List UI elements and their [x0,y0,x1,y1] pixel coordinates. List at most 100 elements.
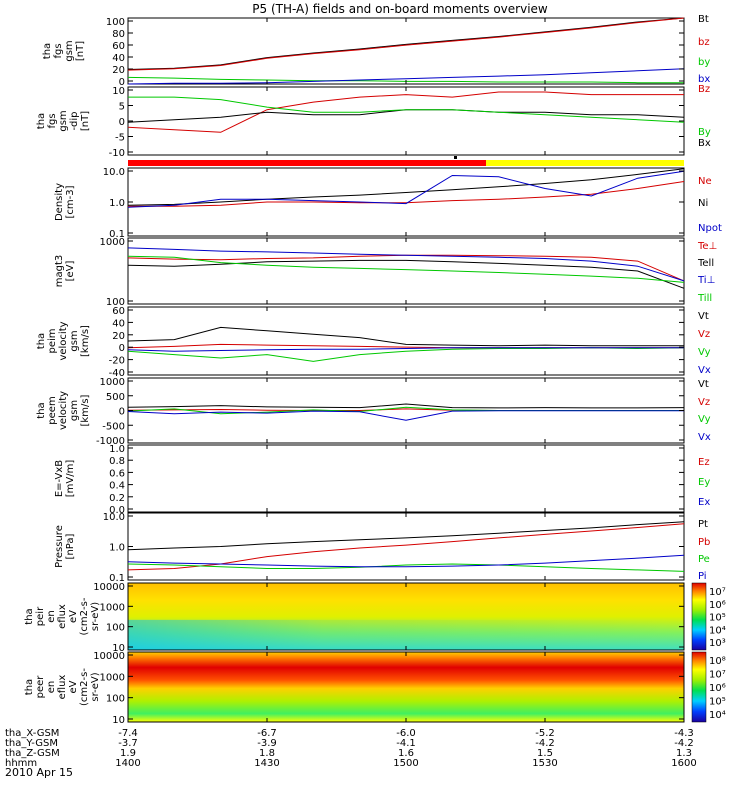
y-tick-label: 0 [119,343,125,354]
y-axis-label: tha [42,43,53,59]
y-axis-label: E=-VxB [54,460,65,497]
y-tick-label: 0.1 [109,573,125,584]
y-axis-label: peim [47,328,58,353]
y-tick-label: -20 [109,356,125,367]
y-axis-label: sr-eV) [90,602,101,631]
y-tick-label: 0.6 [109,468,125,479]
legend-Till: Till [697,293,712,304]
colorbar-label: 10⁷ [709,670,726,681]
panel-density: Ne Ni Npot 10.0 1.0 0.1 Density [cm-3] [54,167,722,240]
series-line-Npot [127,170,685,208]
y-axis-label: peem [47,396,58,424]
legend-Ey: Ey [698,477,710,488]
legend-bz: bz [698,37,710,48]
orbit-value: 1430 [254,758,279,769]
y-axis-label: [mV/m] [65,460,76,498]
mode-bar-yellow [486,160,684,166]
series-line-By [128,96,685,123]
series-line-bx [127,68,685,85]
y-axis-label: [km/s] [80,325,91,357]
y-axis-label: gsm [69,330,80,351]
orbit-value: 1530 [532,758,557,769]
legend-Bt: Bt [698,14,709,25]
legend-Pt: Pt [698,519,708,530]
y-tick-label: 1.0 [109,198,125,209]
y-axis-label: fgs [53,43,64,58]
legend-Tell: Tell [697,258,714,269]
colorbar-label: 10⁴ [709,625,726,636]
y-tick-label: 0 [119,407,125,418]
y-axis-label: tha [24,679,35,695]
y-axis-label: en [46,610,57,623]
orbit-value: -6.0 [396,728,416,739]
colorbar-label: 10⁶ [709,683,726,694]
panel-frame [127,306,685,376]
legend-Npot: Npot [698,223,722,234]
y-tick-label: 60 [112,41,125,52]
mode-bar-red [128,160,486,166]
y-axis-label: tha [36,333,47,349]
y-tick-label: 40 [112,53,125,64]
y-axis-label: tha [36,113,47,129]
series-line-Vx [127,410,684,421]
legend-Te⊥: Te⊥ [697,241,717,252]
y-tick-label: 1000 [100,237,125,248]
y-tick-label: 0.0 [109,505,125,516]
y-tick-label: -500 [102,421,125,432]
y-axis-label: [nT] [80,111,91,131]
y-axis-label: sr-eV) [90,672,101,701]
y-tick-label: 500 [106,392,125,403]
legend-Vy: Vy [698,347,711,358]
orbit-value: -4.2 [674,738,694,749]
y-axis-label: [eV] [65,261,76,282]
colorbar-label: 10⁸ [709,656,726,667]
orbit-row-label: tha_Z-GSM [5,748,60,759]
orbit-value: 1.8 [259,748,275,759]
y-tick-label: 0 [119,77,125,88]
mode-bar [128,156,684,166]
orbit-value: -5.2 [535,728,555,739]
y-tick-label: 1000 [100,672,125,683]
series-line-Ti⊥ [127,247,685,282]
y-tick-label: 40 [112,318,125,329]
y-tick-label: 0.8 [109,456,125,467]
orbit-axis-labels: tha_X-GSMtha_Y-GSMtha_Z-GSMhhmm-7.4-3.71… [5,728,697,769]
orbit-value: 1.3 [676,748,692,759]
orbit-value: -6.7 [257,728,277,739]
y-tick-label: 60 [112,306,125,317]
spectrogram-fill [128,652,684,722]
y-axis-label: peir [35,606,46,626]
series-line-Bx [127,109,685,123]
colorbar-label: 10⁵ [709,697,726,708]
series-line-Pt [127,521,685,551]
legend-Vz: Vz [698,397,710,408]
series-line-Pe [127,563,685,572]
series-line-Bz [127,91,684,133]
series-line-Till [127,255,685,283]
y-axis-label: en [46,681,57,694]
y-axis-label: [cm-3] [65,185,76,218]
panel-frame [127,237,685,305]
y-axis-label: fgs [47,113,58,128]
y-tick-label: -40 [109,368,125,379]
series-line-bz [127,17,685,71]
legend-Vz: Vz [698,329,710,340]
y-axis-label: [nT] [75,41,86,61]
panel-pressure: Pt Pb Pe Pi 10.0 1.0 0.1 Pressure [nPa] [54,512,710,584]
legend-Vx: Vx [698,432,711,443]
series-line-Vy [127,347,685,362]
colorbar-label: 10⁴ [709,710,726,721]
y-axis-label: gsm [69,400,80,421]
colorbar-label: 10³ [709,638,726,649]
y-tick-label: 5 [119,102,125,113]
y-axis-label: Density [54,183,65,221]
y-axis-label: eV [68,680,79,693]
y-axis-label: tha [36,402,47,418]
y-axis-label: [km/s] [80,394,91,426]
orbit-value: -4.1 [396,738,416,749]
y-tick-label: 1000 [100,377,125,388]
